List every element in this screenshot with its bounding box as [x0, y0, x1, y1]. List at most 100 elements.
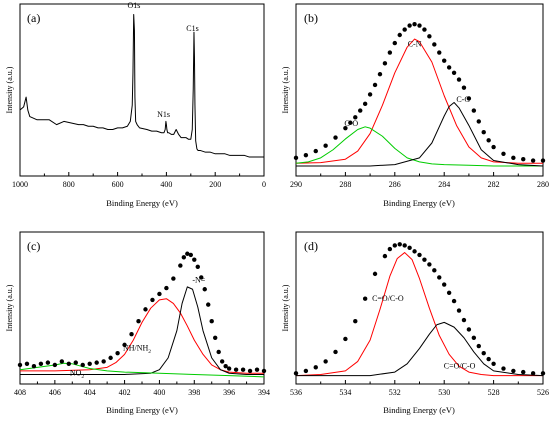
panel-a-annotation: O1s: [127, 1, 140, 10]
panel-b-data-point: [511, 155, 516, 161]
panel-c-data-point: [254, 367, 260, 372]
panel-c-annotation: NH/NH2: [123, 343, 151, 355]
panel-d-data-point: [353, 319, 358, 324]
panel-b-data-point: [407, 23, 412, 28]
panel-c-data-point: [202, 287, 207, 292]
panel-d-data-point: [476, 343, 481, 349]
panel-d-data-point: [417, 252, 422, 258]
panel-c-data-point: [188, 252, 193, 258]
panel-b-annotation: C-N: [408, 40, 422, 49]
panel-b-data-point: [348, 120, 353, 125]
panel-d-data-point: [387, 246, 393, 252]
panel-d-data-point: [427, 262, 432, 267]
panel-c-data-point: [240, 367, 246, 372]
panel-c-annotation: NO2: [70, 369, 85, 381]
panel-d-x-tick-label: 534: [339, 388, 351, 397]
panel-c-data-point: [219, 359, 225, 364]
panel-b-data-point: [397, 32, 402, 38]
panel-c-series--n--line: [20, 286, 264, 375]
panel-c-label: (c): [27, 239, 40, 253]
panel-b-data-point: [367, 92, 373, 97]
panel-c-data-point: [129, 332, 134, 337]
panel-b-data-point: [358, 108, 363, 113]
panel-b-data-point: [303, 152, 309, 158]
panel-b-label: (b): [304, 11, 318, 25]
panel-b-x-tick-label: 288: [339, 180, 351, 189]
panel-c-data-point: [143, 307, 148, 312]
panel-c-data-point: [87, 361, 92, 366]
panel-c-x-tick-label: 398: [188, 388, 200, 397]
panel-d-data-point: [521, 369, 526, 375]
panel-b-data-point: [442, 58, 447, 63]
panel-c-x-tick-label: 408: [14, 388, 26, 397]
panel-b-data-point: [486, 138, 491, 143]
panel-c-data-point: [31, 363, 37, 369]
panel-d-data-point: [461, 317, 467, 323]
panel-b-data-point: [417, 23, 422, 28]
panel-d-annotation: C=O/C-O: [444, 362, 476, 371]
panel-c-data-point: [164, 285, 169, 291]
panel-b-data-point: [501, 151, 506, 156]
panel-d-data-point: [392, 243, 397, 248]
panel-b-x-tick-label: 280: [537, 180, 549, 189]
panel-d-data-point: [540, 371, 546, 376]
panel-c-data-point: [101, 359, 106, 364]
panel-b-x-tick-label: 286: [389, 180, 401, 189]
panel-d-data-point: [333, 349, 338, 355]
panel-c-data-point: [247, 368, 253, 374]
panel-b-data-point: [466, 96, 472, 101]
panel-a-x-tick-label: 800: [63, 180, 75, 189]
panel-b-data-point: [432, 42, 437, 47]
panel-d: 536 534 532 530 528 526 C=O/C-O C=O/C-O (d) Int…: [281, 231, 549, 415]
panel-a-xlabel: Binding Energy (eV): [106, 198, 178, 208]
panel-a-annotation: C1s: [186, 24, 198, 33]
panel-c: 408 406 404 402 400 398 396 394 -N= NH/NH2 NO2 (c)…: [5, 231, 270, 415]
panel-c-data-point: [38, 361, 44, 366]
panel-a-series-0-line: [19, 13, 264, 158]
panel-c-data-point: [115, 350, 120, 356]
panel-d-data-point: [501, 366, 506, 371]
panel-b-series-c-c-line: [296, 102, 544, 167]
panel-d-data-point: [471, 335, 477, 340]
panel-b-data-point: [471, 108, 477, 113]
panel-d-data-point: [432, 268, 437, 273]
panel-b-data-point: [437, 50, 442, 55]
panel-c-data-point: [122, 342, 127, 348]
panel-a-x-tick-label: 200: [209, 180, 221, 189]
panel-d-data-point: [402, 243, 407, 248]
panel-b-data-point: [323, 143, 328, 148]
panel-d-data-point: [481, 350, 486, 356]
panel-b-series-c-n-line: [295, 38, 543, 164]
panel-c-data-point: [66, 361, 72, 366]
panel-c-x-tick-label: 394: [258, 388, 270, 397]
panel-b-data-point: [377, 71, 383, 77]
panel-d-data-point: [446, 290, 452, 295]
panel-c-data-point: [226, 366, 232, 371]
panel-c-data-point: [216, 349, 221, 355]
panel-d-data-point: [412, 249, 417, 254]
panel-c-data-point: [24, 361, 30, 366]
panel-b-data-point: [456, 77, 462, 82]
panel-c-data-point: [206, 302, 211, 307]
panel-d-data-point: [397, 242, 402, 247]
panel-d-data-point: [303, 368, 309, 374]
panel-c-data-point: [59, 359, 65, 364]
panel-d-data-point: [407, 245, 412, 251]
panel-b-data-point: [446, 65, 452, 70]
panel-d-x-tick-label: 526: [537, 388, 549, 397]
panel-b-x-tick-label: 282: [488, 180, 500, 189]
panel-b-data-point: [343, 125, 348, 131]
panel-b-data-point: [427, 34, 432, 39]
panel-d-data-point: [372, 271, 378, 277]
panel-d-data-point: [451, 298, 457, 304]
panel-c-data-point: [223, 363, 228, 369]
panel-b-data-point: [530, 158, 536, 163]
panel-c-series-data-points: [17, 251, 267, 374]
panel-d-data-point: [293, 371, 299, 376]
panel-b-data-point: [333, 135, 338, 140]
panel-b-ylabel: Intensity (a.u.): [281, 66, 290, 113]
panel-d-data-point: [456, 308, 462, 313]
panel-a-x-tick-label: 0: [262, 180, 266, 189]
panel-b-series-c-o-line: [295, 126, 543, 167]
panel-d-data-point: [511, 368, 516, 374]
